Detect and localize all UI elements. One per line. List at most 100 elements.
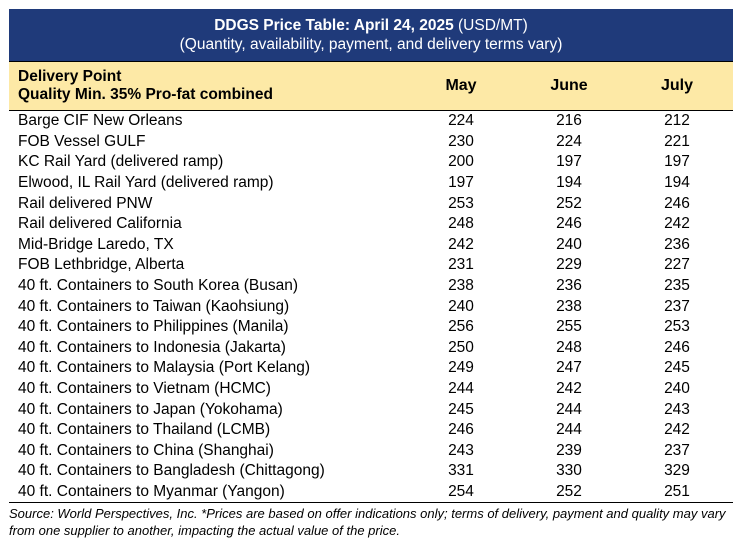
price-table: DDGS Price Table: April 24, 2025 (USD/MT…: [9, 9, 733, 539]
header-may: May: [445, 77, 477, 94]
cell-delivery-point: 40 ft. Containers to China (Shanghai): [18, 441, 274, 459]
cell-june: 248: [556, 338, 582, 356]
cell-delivery-point: 40 ft. Containers to Philippines (Manila…: [18, 318, 289, 336]
table-row: 40 ft. Containers to South Korea (Busan)…: [9, 276, 733, 297]
table-row: Elwood, IL Rail Yard (delivered ramp) 197…: [9, 173, 733, 194]
table-row: 40 ft. Containers to China (Shanghai) 243…: [9, 441, 733, 462]
cell-june: 330: [556, 462, 582, 480]
cell-may: 244: [448, 380, 474, 398]
table-row: FOB Vessel GULF 230 224 221: [9, 132, 733, 153]
table-header: Delivery Point Quality Min. 35% Pro-fat …: [9, 61, 733, 111]
cell-june: 240: [556, 235, 582, 253]
cell-june: 252: [556, 482, 582, 500]
table-row: 40 ft. Containers to Thailand (LCMB) 246 2…: [9, 420, 733, 441]
cell-july: 253: [664, 318, 690, 336]
table-row: Rail delivered PNW 253 252 246: [9, 193, 733, 214]
cell-july: 246: [664, 194, 690, 212]
cell-delivery-point: 40 ft. Containers to Japan (Yokohama): [18, 400, 283, 418]
cell-july: 329: [664, 462, 690, 480]
cell-july: 240: [664, 380, 690, 398]
cell-july: 251: [664, 482, 690, 500]
cell-july: 236: [664, 235, 690, 253]
cell-june: 216: [556, 112, 582, 130]
cell-may: 256: [448, 318, 474, 336]
cell-june: 224: [556, 132, 582, 150]
table-row: 40 ft. Containers to Taiwan (Kaohsiung) 2…: [9, 296, 733, 317]
cell-delivery-point: 40 ft. Containers to Taiwan (Kaohsiung): [18, 297, 290, 315]
cell-may: 224: [448, 112, 474, 130]
cell-june: 255: [556, 318, 582, 336]
cell-delivery-point: Rail delivered California: [18, 215, 182, 233]
table-subtitle: (Quantity, availability, payment, and de…: [179, 36, 563, 53]
source-footnote: Source: World Perspectives, Inc. *Prices…: [9, 506, 726, 539]
cell-may: 253: [448, 194, 474, 212]
cell-may: 231: [448, 256, 474, 274]
cell-may: 254: [448, 482, 474, 500]
cell-july: 246: [664, 338, 690, 356]
cell-delivery-point: Rail delivered PNW: [18, 194, 153, 212]
cell-july: 237: [664, 297, 690, 315]
table-row: 40 ft. Containers to Vietnam (HCMC) 244 24…: [9, 379, 733, 400]
table-row: 40 ft. Containers to Malaysia (Port Kela…: [9, 358, 733, 379]
header-point-line1: Delivery Point: [18, 68, 122, 85]
cell-may: 230: [448, 132, 474, 150]
table-row: Rail delivered California 248 246 242: [9, 214, 733, 235]
header-delivery-point: Delivery Point Quality Min. 35% Pro-fat …: [9, 68, 407, 104]
cell-june: 194: [556, 174, 582, 192]
cell-delivery-point: 40 ft. Containers to Thailand (LCMB): [18, 421, 271, 439]
cell-june: 244: [556, 421, 582, 439]
table-row: 40 ft. Containers to Myanmar (Yangon) 254…: [9, 482, 733, 503]
cell-may: 240: [448, 297, 474, 315]
cell-may: 250: [448, 338, 474, 356]
cell-delivery-point: FOB Lethbridge, Alberta: [18, 256, 185, 274]
cell-delivery-point: Elwood, IL Rail Yard (delivered ramp): [18, 174, 274, 192]
title-unit: (USD/MT): [453, 17, 528, 34]
cell-june: 244: [556, 400, 582, 418]
cell-july: 242: [664, 421, 690, 439]
table-row: 40 ft. Containers to Indonesia (Jakarta)…: [9, 338, 733, 359]
cell-delivery-point: 40 ft. Containers to Malaysia (Port Kela…: [18, 359, 311, 377]
cell-delivery-point: 40 ft. Containers to Bangladesh (Chittag…: [18, 462, 325, 480]
cell-may: 242: [448, 235, 474, 253]
header-point-line2: Quality Min. 35% Pro-fat combined: [18, 86, 273, 103]
cell-may: 238: [448, 277, 474, 295]
table-row: KC Rail Yard (delivered ramp) 200 197 197: [9, 152, 733, 173]
title-main: DDGS Price Table: April 24, 2025: [214, 17, 454, 34]
cell-may: 331: [448, 462, 474, 480]
cell-delivery-point: 40 ft. Containers to Myanmar (Yangon): [18, 482, 285, 500]
cell-july: 194: [664, 174, 690, 192]
cell-july: 227: [664, 256, 690, 274]
cell-delivery-point: 40 ft. Containers to Vietnam (HCMC): [18, 380, 271, 398]
cell-june: 247: [556, 359, 582, 377]
cell-delivery-point: 40 ft. Containers to South Korea (Busan): [18, 277, 299, 295]
cell-june: 242: [556, 380, 582, 398]
cell-delivery-point: 40 ft. Containers to Indonesia (Jakarta): [18, 338, 286, 356]
table-row: Mid-Bridge Laredo, TX 242 240 236: [9, 235, 733, 256]
table-body: Barge CIF New Orleans 224 216 212 FOB Vessel…: [9, 111, 733, 504]
cell-may: 197: [448, 174, 474, 192]
cell-july: 245: [664, 359, 690, 377]
cell-june: 239: [556, 441, 582, 459]
cell-may: 200: [448, 153, 474, 171]
header-july: July: [660, 77, 693, 94]
cell-may: 245: [448, 400, 474, 418]
table-row: FOB Lethbridge, Alberta 231 229 227: [9, 255, 733, 276]
cell-july: 235: [664, 277, 690, 295]
table-title: DDGS Price Table: April 24, 2025 (USD/MT…: [9, 16, 733, 35]
cell-delivery-point: Barge CIF New Orleans: [18, 112, 183, 130]
table-row: 40 ft. Containers to Bangladesh (Chittag…: [9, 461, 733, 482]
cell-may: 243: [448, 441, 474, 459]
cell-july: 212: [664, 112, 690, 130]
table-row: 40 ft. Containers to Philippines (Manila…: [9, 317, 733, 338]
cell-delivery-point: KC Rail Yard (delivered ramp): [18, 153, 224, 171]
cell-june: 252: [556, 194, 582, 212]
cell-june: 246: [556, 215, 582, 233]
cell-july: 243: [664, 400, 690, 418]
cell-june: 238: [556, 297, 582, 315]
cell-july: 242: [664, 215, 690, 233]
cell-june: 236: [556, 277, 582, 295]
cell-june: 197: [556, 153, 582, 171]
cell-delivery-point: Mid-Bridge Laredo, TX: [18, 235, 174, 253]
table-row: 40 ft. Containers to Japan (Yokohama) 245…: [9, 399, 733, 420]
cell-may: 248: [448, 215, 474, 233]
